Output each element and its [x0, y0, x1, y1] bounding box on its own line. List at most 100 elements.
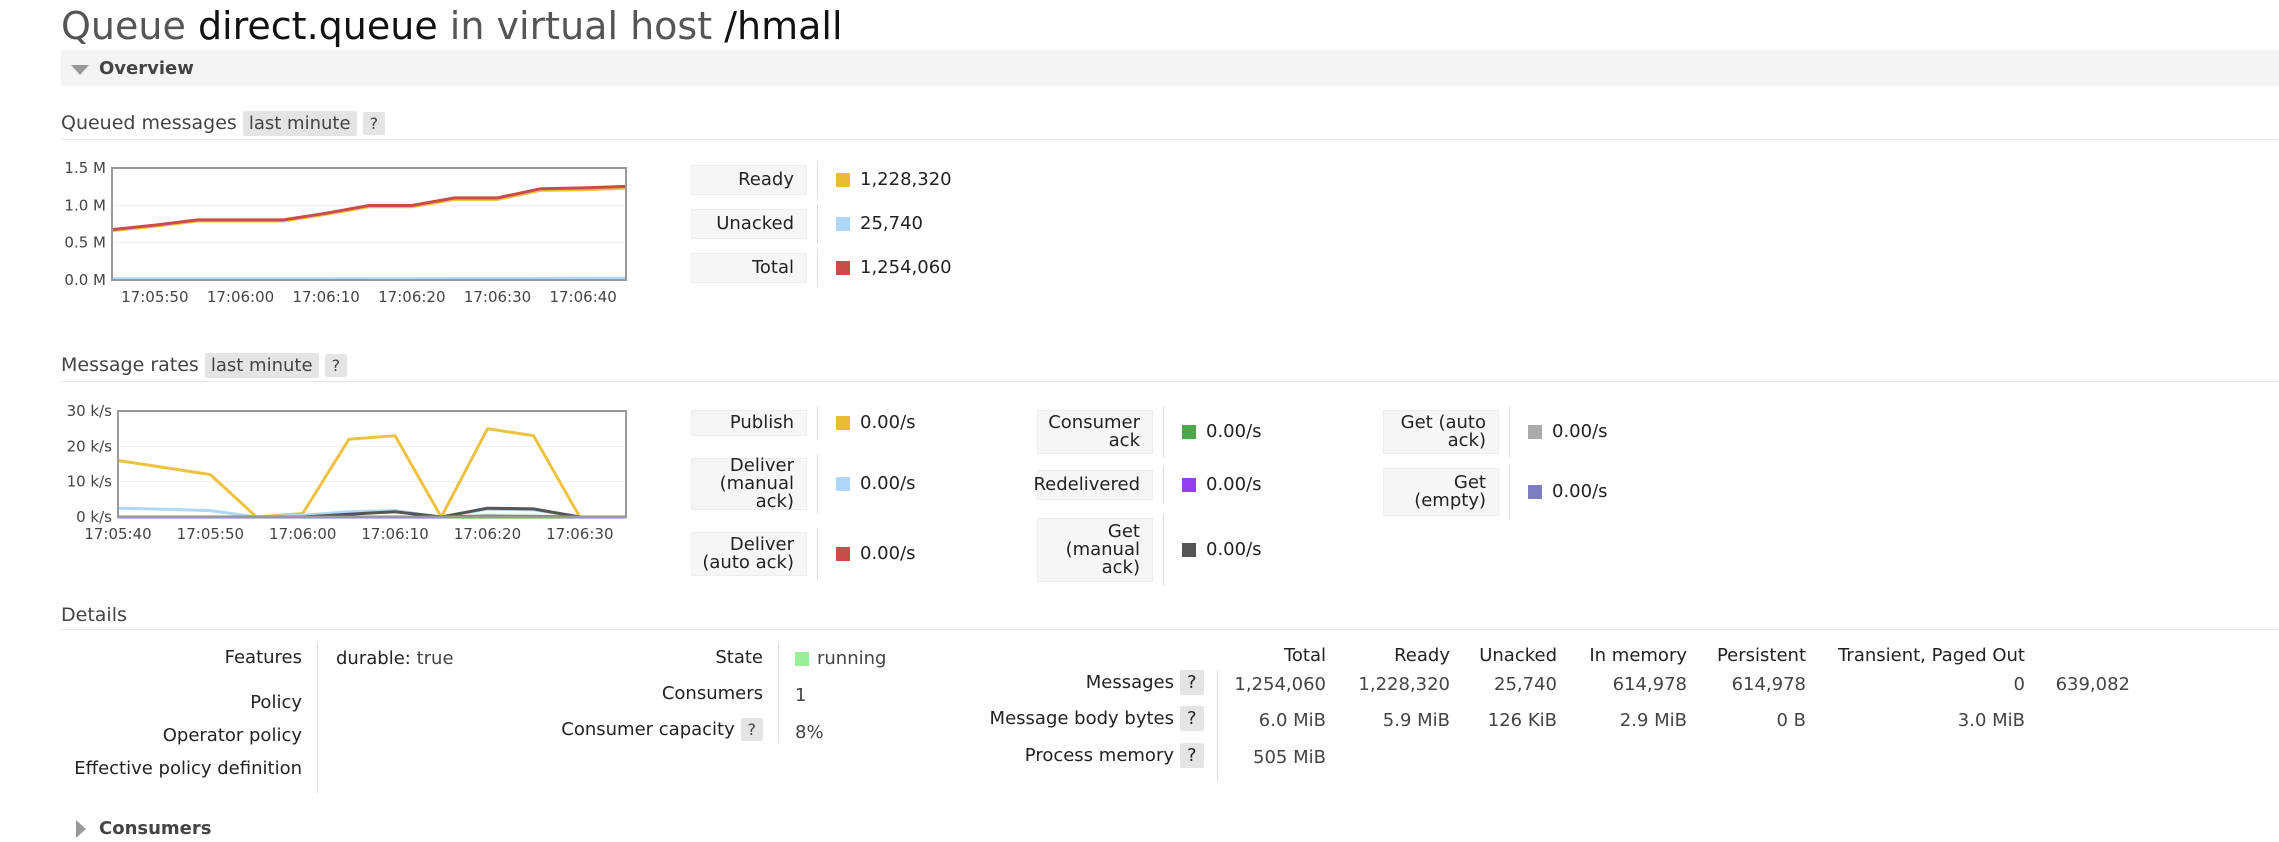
queued-legend-label-total: Total: [691, 253, 807, 283]
queued-messages-label: Queued messages: [61, 112, 237, 134]
table-cell: 0: [2013, 674, 2025, 695]
rates-legend-swatch-redelivered: [1182, 478, 1196, 492]
rates-legend-value-deliver-manual-ack-: 0.00/s: [860, 473, 916, 494]
legend-divider: [1163, 466, 1164, 504]
rates-legend-value-deliver-auto-ack-: 0.00/s: [860, 543, 916, 564]
column-divider: [317, 643, 318, 793]
rates-legend-label-redelivered: Redelivered: [1033, 470, 1153, 500]
queued-messages-range-button[interactable]: last minute: [242, 111, 357, 136]
message-rates-chart: 0 k/s 10 k/s 20 k/s 30 k/s 17:05:40 17:05:50 1…: [67, 402, 627, 543]
x-tick-label: 17:06:40: [549, 288, 616, 306]
x-tick-label: 17:06:30: [464, 288, 531, 306]
table-cell: 1,228,320: [1358, 674, 1450, 695]
series-line-publish: [117, 427, 626, 519]
queued-legend-value-ready: 1,228,320: [860, 169, 952, 190]
column-divider: [778, 643, 779, 743]
state-indicator-icon: [795, 652, 809, 666]
y-tick-label: 1.0 M: [64, 196, 106, 214]
rates-legend-label-consumer-ack: Consumer ack: [1037, 410, 1153, 454]
rates-legend-label-deliver-manual-ack-: Deliver (manual ack): [691, 457, 807, 511]
queued-legend-label-ready: Ready: [691, 165, 807, 195]
series-line-unacked: [112, 276, 627, 281]
table-cell: 6.0 MiB: [1258, 710, 1326, 731]
rates-legend-label-get-empty-: Get (empty): [1383, 468, 1499, 516]
message-rates-help-button[interactable]: ?: [324, 354, 348, 377]
effective-policy-label: Effective policy definition: [74, 758, 302, 779]
x-tick-label: 17:05:50: [121, 288, 188, 306]
title-prefix: Queue: [61, 4, 186, 48]
y-tick-label: 30 k/s: [67, 402, 113, 420]
table-cell: 614,978: [1612, 674, 1687, 695]
table-cell: 614,978: [1731, 674, 1806, 695]
x-tick-label: 17:06:00: [269, 525, 336, 543]
table-header-total: Total: [1283, 645, 1326, 666]
rates-legend-value-get-empty-: 0.00/s: [1552, 481, 1608, 502]
table-row-help-button[interactable]: ?: [1180, 706, 1204, 731]
plot-frame: [111, 167, 627, 281]
table-row-label: Process memory: [1024, 745, 1174, 766]
y-tick-label: 0 k/s: [76, 508, 112, 526]
table-cell: 3.0 MiB: [1957, 710, 2025, 731]
consumers-value: 1: [795, 685, 807, 706]
table-cell: 1,254,060: [1234, 674, 1326, 695]
rates-legend-swatch-deliver-manual-ack-: [836, 477, 850, 491]
y-tick-label: 20 k/s: [67, 437, 113, 455]
table-cell: 126 KiB: [1487, 710, 1557, 731]
expand-arrow-icon[interactable]: [76, 820, 86, 838]
rates-legend-label-get-auto-ack-: Get (auto ack): [1383, 410, 1499, 454]
collapse-arrow-icon[interactable]: [71, 65, 89, 75]
consumers-label: Consumers: [661, 683, 763, 704]
overview-title[interactable]: Overview: [99, 58, 194, 79]
rates-legend-value-publish: 0.00/s: [860, 412, 916, 433]
legend-divider: [1509, 464, 1510, 520]
legend-divider: [817, 406, 818, 440]
table-cell: 505 MiB: [1253, 747, 1326, 768]
rates-legend-value-get-manual-ack-: 0.00/s: [1206, 539, 1262, 560]
table-cell: 5.9 MiB: [1382, 710, 1450, 731]
title-middle: in virtual host: [449, 4, 713, 48]
legend-divider: [817, 528, 818, 580]
rates-legend-swatch-publish: [836, 416, 850, 430]
table-row-label: Message body bytes: [989, 708, 1174, 729]
table-row-help-button[interactable]: ?: [1180, 743, 1204, 768]
queued-messages-heading: Queued messages last minute ?: [61, 111, 386, 136]
divider: [61, 381, 2279, 382]
table-header-unacked: Unacked: [1479, 645, 1557, 666]
message-rates-range-button[interactable]: last minute: [204, 353, 319, 378]
rates-legend-swatch-get-auto-ack-: [1528, 425, 1542, 439]
table-header-ready: Ready: [1394, 645, 1450, 666]
consumer-capacity-help-button[interactable]: ?: [740, 718, 763, 741]
rates-legend-swatch-consumer-ack: [1182, 425, 1196, 439]
column-divider: [1217, 670, 1218, 782]
table-cell: 25,740: [1494, 674, 1557, 695]
vhost-name: /hmall: [724, 4, 843, 48]
queued-messages-help-button[interactable]: ?: [362, 112, 386, 135]
x-tick-label: 17:05:50: [177, 525, 244, 543]
legend-divider: [1509, 406, 1510, 458]
consumers-section-title[interactable]: Consumers: [99, 818, 212, 839]
overview-section-header[interactable]: [61, 50, 2279, 86]
legend-divider: [817, 454, 818, 514]
state-label: State: [715, 647, 763, 668]
table-cell: 0 B: [1776, 710, 1806, 731]
x-tick-label: 17:06:10: [361, 525, 428, 543]
consumer-capacity-label: Consumer capacity ?: [561, 718, 763, 741]
divider: [61, 629, 2279, 630]
queued-legend-value-unacked: 25,740: [860, 213, 923, 234]
table-row-label: Messages: [1085, 672, 1174, 693]
rates-legend-label-deliver-auto-ack-: Deliver (auto ack): [691, 532, 807, 576]
rates-legend-swatch-get-manual-ack-: [1182, 543, 1196, 557]
message-rates-heading: Message rates last minute ?: [61, 353, 348, 378]
y-tick-label: 0.0 M: [64, 271, 106, 289]
x-tick-label: 17:06:10: [292, 288, 359, 306]
rates-legend-label-publish: Publish: [691, 410, 807, 436]
x-tick-label: 17:05:40: [84, 525, 151, 543]
consumer-capacity-text: Consumer capacity: [561, 719, 735, 740]
x-tick-label: 17:06:20: [378, 288, 445, 306]
operator-policy-label: Operator policy: [162, 725, 302, 746]
page-title: Queue direct.queue in virtual host /hmal…: [61, 4, 843, 48]
table-row-help-button[interactable]: ?: [1180, 670, 1204, 695]
legend-divider: [817, 161, 818, 199]
series-line-ready: [111, 186, 627, 233]
durable-value: true: [416, 648, 454, 669]
